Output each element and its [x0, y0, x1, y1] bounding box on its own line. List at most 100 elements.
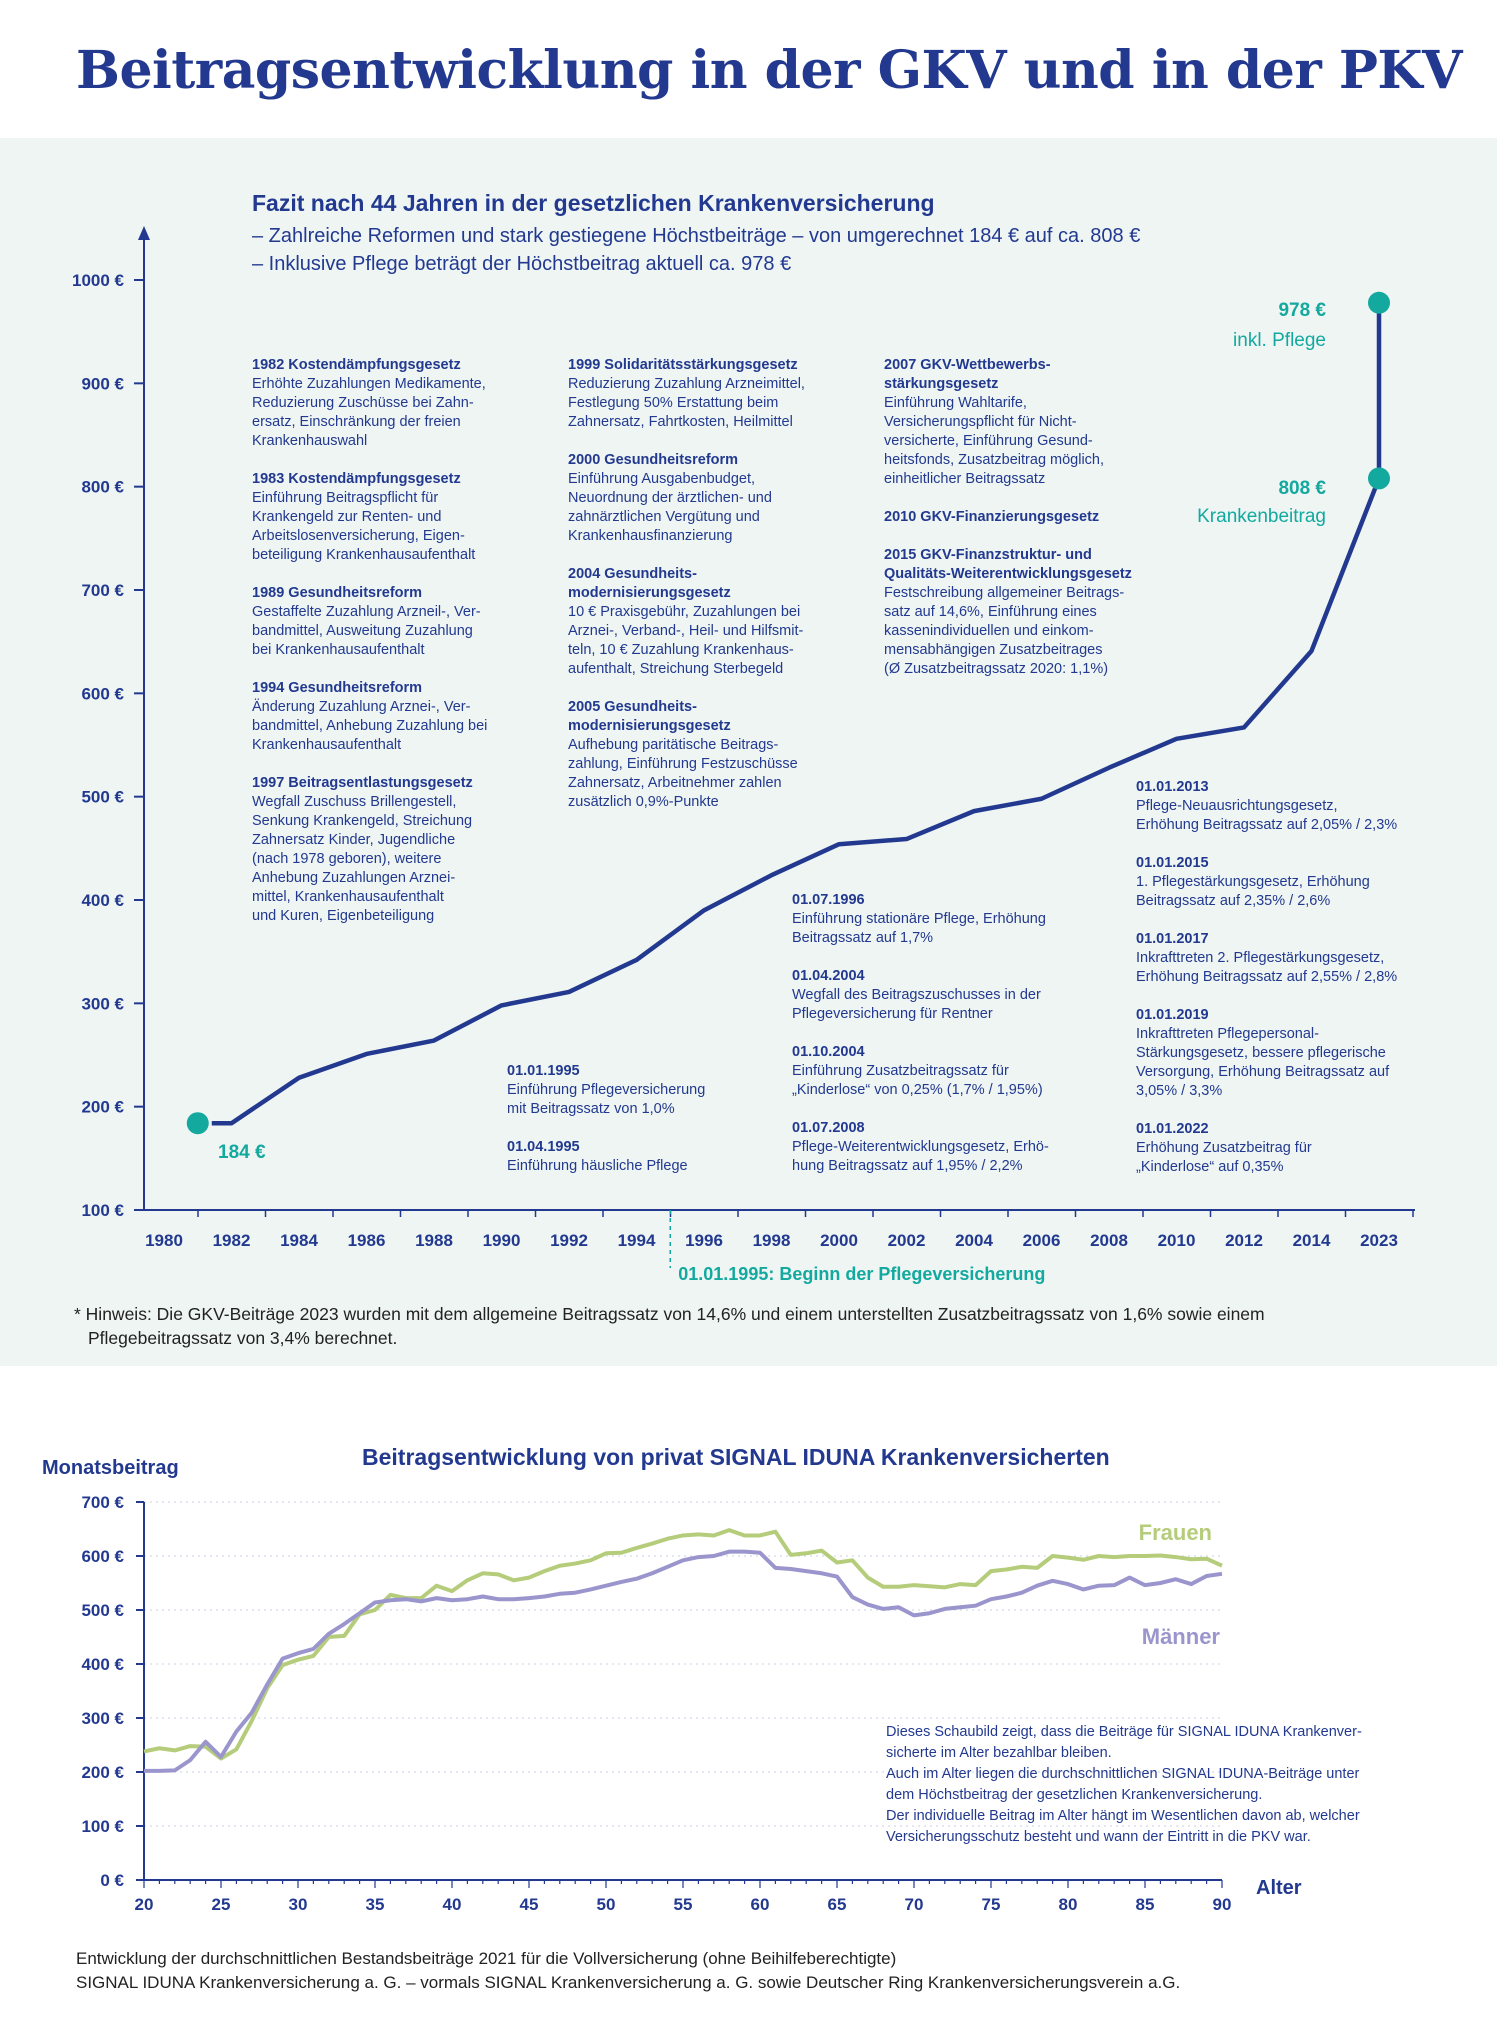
x-tick-label: 50 — [597, 1895, 616, 1914]
event-title: 2010 GKV-Finanzierungsgesetz — [884, 509, 1100, 525]
x-tick-label: 60 — [751, 1895, 770, 1914]
event-description: Inkrafttreten 2. Pflegestärkungsgesetz, … — [1136, 950, 1398, 985]
page-title: Beitragsentwicklung in der GKV und in de… — [76, 40, 1462, 101]
event-description: 1. Pflegestärkungsgesetz, Erhöhung Beitr… — [1136, 874, 1370, 909]
pkv-source: Entwicklung der durchschnittlichen Besta… — [76, 1947, 1180, 1995]
event-item: 1994 Gesundheitsreform Änderung Zuzahlung… — [252, 679, 552, 755]
event-item: 2005 Gesundheits- modernisierungsgesetz A… — [568, 698, 858, 812]
pflege-events-b: 01.07.1996 Einführung stationäre Pflege, … — [792, 891, 1092, 1195]
x-tick-label: 2006 — [1023, 1231, 1061, 1250]
y-tick-label: 0 € — [100, 1871, 124, 1890]
y-tick-label: 800 € — [81, 478, 124, 497]
gkv-bullets: – Zahlreiche Reformen und stark gestiege… — [252, 222, 1140, 278]
y-tick-label: 400 € — [81, 1655, 124, 1674]
pflege-value-label: 978 € — [1278, 300, 1326, 321]
pkv-note-line: Dieses Schaubild zeigt, dass die Beiträg… — [886, 1724, 1362, 1740]
legend-frauen: Frauen — [1139, 1520, 1212, 1545]
x-tick-label: 1998 — [753, 1231, 791, 1250]
event-description: Einführung Beitragspflicht für Krankenge… — [252, 490, 476, 563]
gkv-marker-2 — [1368, 291, 1390, 314]
event-title: 1983 Kostendämpfungsgesetz — [252, 471, 461, 487]
x-tick-label: 2008 — [1090, 1231, 1128, 1250]
pkv-y-axis-label: Monatsbeitrag — [42, 1457, 179, 1479]
y-tick-label: 500 € — [81, 1601, 124, 1620]
kranken-label: Krankenbeitrag — [1197, 506, 1326, 527]
x-tick-label: 1988 — [415, 1231, 453, 1250]
x-tick-label: 1994 — [618, 1231, 656, 1250]
x-tick-label: 1986 — [348, 1231, 386, 1250]
x-tick-label: 90 — [1213, 1895, 1232, 1914]
event-description: Wegfall des Beitragszuschusses in der Pf… — [792, 987, 1041, 1022]
gkv-events-column-3: 2007 GKV-Wettbewerbs- stärkungsgesetz Ein… — [884, 356, 1184, 698]
event-item: 1983 Kostendämpfungsgesetz Einführung Bei… — [252, 470, 552, 565]
y-tick-label: 200 € — [81, 1098, 124, 1117]
event-item: 01.01.2022 Erhöhung Zusatzbeitrag für „Ki… — [1136, 1120, 1466, 1177]
source-line: Entwicklung der durchschnittlichen Besta… — [76, 1949, 897, 1968]
y-tick-label: 100 € — [81, 1817, 124, 1836]
x-tick-label: 55 — [674, 1895, 693, 1914]
event-item: 1982 Kostendämpfungsgesetz Erhöhte Zuzahl… — [252, 356, 552, 451]
event-description: Festschreibung allgemeiner Beitrags- sat… — [884, 585, 1125, 677]
pkv-chart-title: Beitragsentwicklung von privat SIGNAL ID… — [362, 1444, 1110, 1470]
gkv-marker-0 — [186, 1112, 209, 1135]
pkv-note-line: Der individuelle Beitrag im Alter hängt … — [886, 1808, 1360, 1824]
x-tick-label: 45 — [520, 1895, 539, 1914]
pkv-chart: 0 € 100 € 200 € 300 € 400 € 500 € 600 € 700 € 20… — [81, 1493, 1301, 1914]
footnote-line: Pflegebeitragssatz von 3,4% berechnet. — [88, 1328, 398, 1348]
y-tick-label: 200 € — [81, 1763, 124, 1782]
event-title: 01.01.2017 — [1136, 931, 1209, 947]
event-title: 01.01.2015 — [1136, 855, 1209, 871]
pkv-note-line: dem Höchstbeitrag der gesetzlichen Krank… — [886, 1787, 1263, 1803]
y-tick-label: 700 € — [81, 581, 124, 600]
x-tick-label: 30 — [289, 1895, 308, 1914]
x-tick-label: 1984 — [280, 1231, 318, 1250]
x-tick-label: 65 — [828, 1895, 847, 1914]
event-title: 01.01.1995 — [507, 1063, 580, 1079]
gkv-bullet: – Zahlreiche Reformen und stark gestiege… — [252, 225, 1141, 247]
y-tick-label: 500 € — [81, 788, 124, 807]
x-tick-label: 1992 — [550, 1231, 588, 1250]
pkv-series-line-frauen — [143, 1528, 1223, 1761]
pkv-note-line: sicherte im Alter bezahlbar bleiben. — [886, 1745, 1112, 1761]
event-item: 01.01.2015 1. Pflegestärkungsgesetz, Erhö… — [1136, 854, 1466, 911]
event-item: 01.10.2004 Einführung Zusatzbeitragssatz … — [792, 1043, 1092, 1100]
y-tick-label: 300 € — [81, 1709, 124, 1728]
gkv-marker-1 — [1368, 467, 1390, 490]
pflege-start-label: 01.01.1995: Beginn der Pflegeversicherun… — [678, 1264, 1045, 1284]
event-title: 2015 GKV-Finanzstruktur- und Qualitäts-W… — [884, 547, 1132, 582]
event-description: Einführung Ausgabenbudget, Neuordnung de… — [568, 471, 772, 544]
x-tick-label: 1982 — [213, 1231, 251, 1250]
x-tick-label: 35 — [366, 1895, 385, 1914]
y-tick-label: 900 € — [81, 374, 124, 393]
x-tick-label: 1996 — [685, 1231, 723, 1250]
event-description: Einführung Zusatzbeitragssatz für „Kinde… — [792, 1063, 1043, 1098]
event-title: 1982 Kostendämpfungsgesetz — [252, 357, 461, 373]
x-tick-label: 1980 — [145, 1231, 183, 1250]
event-description: Reduzierung Zuzahlung Arzneimittel, Fest… — [568, 376, 805, 430]
y-tick-label: 100 € — [81, 1201, 124, 1220]
event-item: 1999 Solidaritätsstärkungsgesetz Reduzier… — [568, 356, 858, 432]
event-title: 1997 Beitragsentlastungsgesetz — [252, 775, 473, 791]
pkv-note-line: Auch im Alter liegen die durchschnittlic… — [886, 1766, 1360, 1782]
event-title: 01.07.2008 — [792, 1120, 865, 1136]
y-tick-label: 400 € — [81, 891, 124, 910]
event-item: 2004 Gesundheits- modernisierungsgesetz 1… — [568, 565, 858, 679]
event-description: Erhöhung Zusatzbeitrag für „Kinderlose“ … — [1136, 1140, 1312, 1175]
x-tick-label: 2014 — [1293, 1231, 1331, 1250]
event-item: 2010 GKV-Finanzierungsgesetz — [884, 508, 1184, 527]
x-tick-label: 40 — [443, 1895, 462, 1914]
event-title: 2004 Gesundheits- modernisierungsgesetz — [568, 566, 731, 601]
x-tick-label: 70 — [905, 1895, 924, 1914]
gkv-panel — [0, 138, 1497, 1366]
event-item: 2000 Gesundheitsreform Einführung Ausgabe… — [568, 451, 858, 546]
source-line: SIGNAL IDUNA Krankenversicherung a. G. –… — [76, 1973, 1181, 1992]
event-description: Erhöhte Zuzahlungen Medikamente, Reduzie… — [252, 376, 486, 449]
event-title: 2007 GKV-Wettbewerbs- stärkungsgesetz — [884, 357, 1051, 392]
event-title: 01.01.2019 — [1136, 1007, 1209, 1023]
event-description: Einführung Wahltarife, Versicherungspfli… — [884, 395, 1105, 487]
start-value-label: 184 € — [218, 1142, 266, 1163]
event-title: 01.07.1996 — [792, 892, 865, 908]
x-tick-label: 2000 — [820, 1231, 858, 1250]
pkv-note-line: Versicherungsschutz besteht und wann der… — [886, 1829, 1311, 1845]
event-item: 1989 Gesundheitsreform Gestaffelte Zuzahl… — [252, 584, 552, 660]
